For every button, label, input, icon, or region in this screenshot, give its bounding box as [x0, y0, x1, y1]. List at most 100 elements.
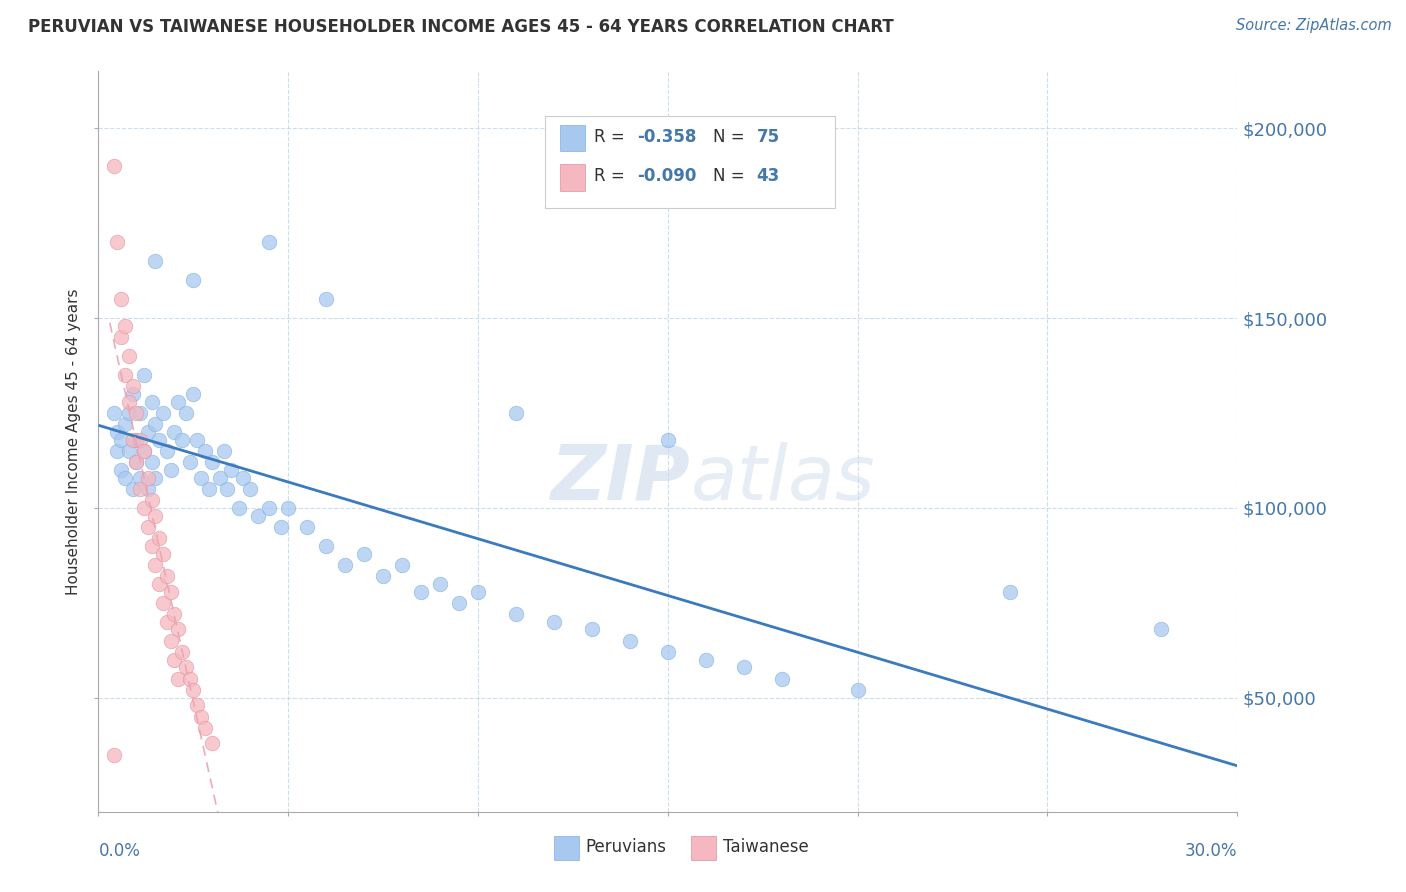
Text: 0.0%: 0.0% [98, 842, 141, 860]
Point [335, 558, 357, 572]
Point [152, 406, 174, 420]
Y-axis label: Householder Income Ages 45 - 64 years: Householder Income Ages 45 - 64 years [66, 288, 82, 595]
Point [186, 433, 208, 447]
Point [125, 406, 148, 420]
Text: R =: R = [593, 128, 630, 145]
Point [136, 470, 159, 484]
Point [770, 672, 793, 686]
Point [114, 368, 136, 383]
Point [141, 539, 163, 553]
Point [132, 444, 155, 458]
Point [159, 463, 181, 477]
Point [136, 482, 159, 496]
Point [114, 417, 136, 432]
Point [179, 455, 201, 469]
Point [315, 292, 337, 306]
Point [159, 633, 181, 648]
Point [145, 508, 167, 523]
Text: -0.358: -0.358 [637, 128, 696, 145]
Point [103, 747, 125, 762]
Point [163, 425, 186, 439]
Point [190, 470, 212, 484]
Point [174, 660, 197, 674]
Text: N =: N = [713, 128, 751, 145]
Point [1150, 623, 1173, 637]
Point [411, 584, 433, 599]
Point [148, 433, 170, 447]
Point [429, 577, 451, 591]
Point [201, 736, 224, 750]
Point [657, 645, 679, 659]
Point [208, 470, 231, 484]
Point [246, 508, 269, 523]
Point [107, 235, 129, 250]
Point [148, 577, 170, 591]
FancyBboxPatch shape [690, 836, 716, 860]
Point [141, 455, 163, 469]
Point [141, 493, 163, 508]
Point [315, 539, 337, 553]
Point [174, 406, 197, 420]
Text: PERUVIAN VS TAIWANESE HOUSEHOLDER INCOME AGES 45 - 64 YEARS CORRELATION CHART: PERUVIAN VS TAIWANESE HOUSEHOLDER INCOME… [28, 18, 894, 36]
FancyBboxPatch shape [560, 125, 585, 152]
Point [201, 455, 224, 469]
Point [118, 394, 141, 409]
Point [129, 406, 152, 420]
Point [118, 406, 141, 420]
Point [217, 482, 239, 496]
Point [163, 653, 186, 667]
Text: ZIP: ZIP [551, 442, 690, 516]
Point [391, 558, 413, 572]
Point [183, 683, 205, 698]
Point [197, 482, 219, 496]
Point [371, 569, 394, 583]
Point [156, 615, 179, 629]
Point [657, 433, 679, 447]
Point [467, 584, 489, 599]
FancyBboxPatch shape [546, 116, 835, 209]
Point [194, 444, 217, 458]
Point [152, 596, 174, 610]
Point [132, 444, 155, 458]
Text: -0.090: -0.090 [637, 167, 696, 185]
Point [145, 254, 167, 268]
Point [277, 500, 299, 515]
Point [733, 660, 755, 674]
FancyBboxPatch shape [554, 836, 579, 860]
Point [152, 547, 174, 561]
Point [136, 425, 159, 439]
Point [121, 482, 143, 496]
Point [239, 482, 262, 496]
Point [121, 379, 143, 393]
Text: atlas: atlas [690, 442, 875, 516]
Point [110, 292, 132, 306]
Text: Source: ZipAtlas.com: Source: ZipAtlas.com [1236, 18, 1392, 33]
Point [107, 444, 129, 458]
Point [136, 520, 159, 534]
Point [846, 683, 869, 698]
Point [449, 596, 471, 610]
Text: 30.0%: 30.0% [1185, 842, 1237, 860]
Point [190, 710, 212, 724]
Point [103, 159, 125, 173]
Text: Peruvians: Peruvians [586, 838, 666, 855]
Point [186, 698, 208, 713]
Point [132, 368, 155, 383]
Point [259, 500, 281, 515]
Point [167, 623, 190, 637]
Point [129, 433, 152, 447]
Point [125, 433, 148, 447]
Point [118, 349, 141, 363]
Point [159, 584, 181, 599]
Text: 75: 75 [756, 128, 780, 145]
Point [505, 406, 527, 420]
Point [297, 520, 319, 534]
FancyBboxPatch shape [560, 164, 585, 191]
Point [543, 615, 565, 629]
Point [125, 455, 148, 469]
Text: Taiwanese: Taiwanese [723, 838, 808, 855]
Point [353, 547, 375, 561]
Point [110, 330, 132, 344]
Text: R =: R = [593, 167, 630, 185]
Point [194, 721, 217, 735]
